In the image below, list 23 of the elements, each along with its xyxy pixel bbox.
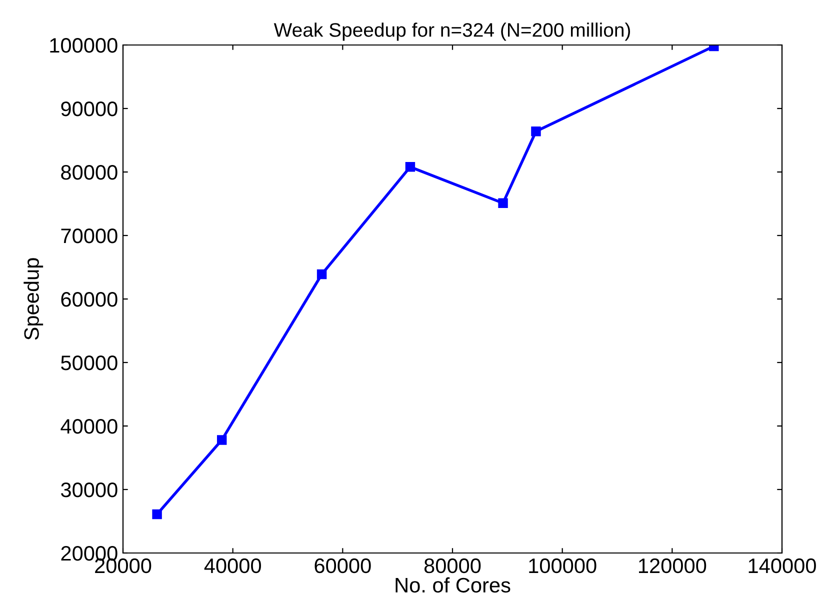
x-tick-label: 100000 <box>529 558 596 574</box>
x-tick-label: 80000 <box>424 558 481 574</box>
point <box>316 269 327 280</box>
point <box>405 162 416 172</box>
y-tick-label: 40000 <box>60 419 118 434</box>
x-tick-label: 60000 <box>314 558 371 574</box>
y-tick-label: 70000 <box>61 228 118 244</box>
y-tick-label: 100000 <box>50 38 118 53</box>
x-tick-label: 120000 <box>639 558 706 574</box>
x-tick-label: 140000 <box>748 558 816 574</box>
point <box>531 126 541 136</box>
y-tick-label: 50000 <box>61 356 118 370</box>
point <box>216 435 227 445</box>
y-tick-label: 80000 <box>61 165 118 180</box>
y-tick-label: 60000 <box>61 292 118 307</box>
x-axis-title: No. of Cores <box>396 577 510 593</box>
point <box>498 198 508 208</box>
chart-title: Weak Speedup for n=324 (N=200 million) <box>274 22 630 41</box>
y-axis-title: Speedup <box>24 258 44 340</box>
x-tick-label: 40000 <box>204 558 261 574</box>
y-tick-label: 90000 <box>61 102 118 116</box>
y-tick-label: 30000 <box>61 482 118 498</box>
point <box>152 509 162 520</box>
